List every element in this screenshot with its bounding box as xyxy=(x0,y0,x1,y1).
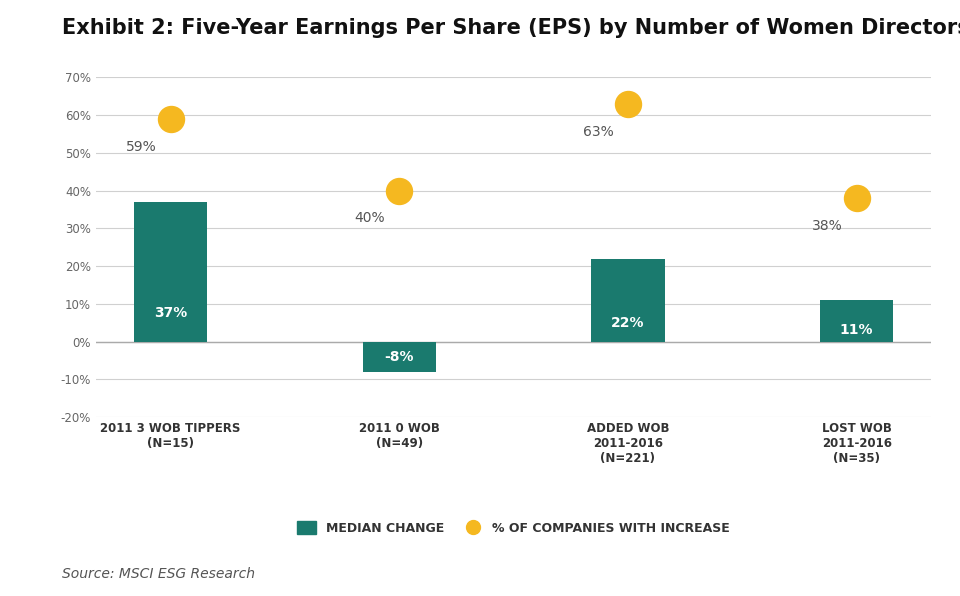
Text: 40%: 40% xyxy=(354,212,385,225)
Bar xyxy=(363,342,436,372)
Text: 38%: 38% xyxy=(811,219,842,233)
Text: Source: MSCI ESG Research: Source: MSCI ESG Research xyxy=(62,567,255,581)
Point xyxy=(849,194,864,203)
Text: 11%: 11% xyxy=(840,324,874,337)
Bar xyxy=(820,300,893,342)
Point xyxy=(392,186,407,195)
Text: 63%: 63% xyxy=(583,125,613,139)
Text: 37%: 37% xyxy=(154,306,187,320)
Text: Exhibit 2: Five-Year Earnings Per Share (EPS) by Number of Women Directors: Exhibit 2: Five-Year Earnings Per Share … xyxy=(62,18,960,38)
Legend: MEDIAN CHANGE, % OF COMPANIES WITH INCREASE: MEDIAN CHANGE, % OF COMPANIES WITH INCRE… xyxy=(293,516,734,540)
Text: 22%: 22% xyxy=(612,316,645,330)
Point xyxy=(163,114,179,124)
Text: 59%: 59% xyxy=(126,140,156,154)
Bar xyxy=(591,259,664,342)
Bar xyxy=(134,202,207,342)
Point xyxy=(620,99,636,108)
Text: -8%: -8% xyxy=(385,350,414,364)
